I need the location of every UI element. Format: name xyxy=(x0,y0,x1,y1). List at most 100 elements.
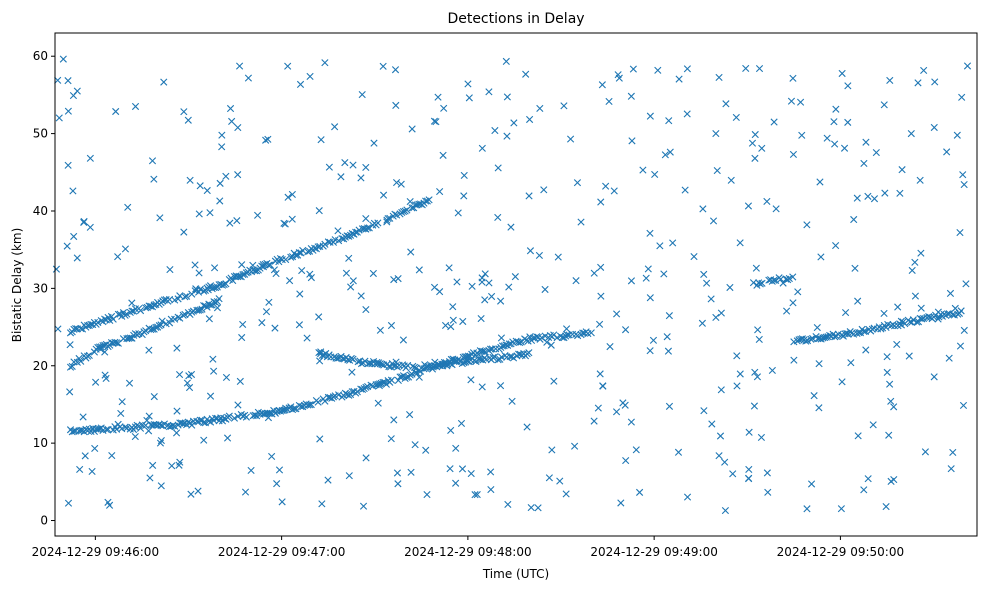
data-point xyxy=(644,265,652,273)
data-point xyxy=(590,417,598,425)
data-point xyxy=(963,62,972,70)
data-point xyxy=(452,479,460,487)
data-point xyxy=(321,240,329,248)
data-point xyxy=(666,148,674,156)
data-point xyxy=(763,469,771,477)
data-point xyxy=(577,218,585,226)
data-point xyxy=(464,80,472,88)
data-point xyxy=(556,477,564,485)
data-point xyxy=(374,219,382,227)
data-point xyxy=(621,326,630,334)
data-point xyxy=(597,198,605,206)
data-point xyxy=(535,251,543,260)
data-point xyxy=(864,475,872,483)
data-point xyxy=(447,323,455,331)
data-point xyxy=(703,279,711,287)
data-point xyxy=(173,407,181,415)
data-point xyxy=(216,197,224,205)
data-point xyxy=(467,469,475,478)
data-point xyxy=(393,469,402,477)
data-point xyxy=(803,505,811,513)
data-point xyxy=(815,360,823,368)
data-point xyxy=(218,143,226,151)
data-point xyxy=(783,307,791,315)
data-point xyxy=(505,340,513,348)
data-point xyxy=(467,376,475,384)
plot-frame xyxy=(54,32,978,537)
data-point xyxy=(216,179,224,187)
data-point xyxy=(345,254,353,262)
data-point xyxy=(145,412,153,420)
data-point xyxy=(497,334,506,342)
data-point xyxy=(334,237,343,245)
data-point xyxy=(357,360,366,368)
data-point xyxy=(727,176,735,184)
data-point xyxy=(379,62,387,70)
data-point xyxy=(387,376,396,384)
data-point xyxy=(945,354,953,362)
data-point xyxy=(504,500,512,508)
data-point xyxy=(597,263,605,271)
data-point xyxy=(458,465,467,473)
data-point xyxy=(234,171,242,179)
data-point xyxy=(194,487,202,495)
data-point xyxy=(239,320,247,329)
y-tick-label: 50 xyxy=(33,127,48,141)
data-point xyxy=(844,82,852,90)
data-point xyxy=(758,144,766,152)
data-point xyxy=(210,264,219,272)
data-point xyxy=(639,166,647,174)
data-point xyxy=(121,423,129,431)
data-point xyxy=(317,348,325,356)
data-point xyxy=(173,344,181,352)
data-point xyxy=(364,224,372,232)
data-point xyxy=(410,363,419,371)
data-point xyxy=(270,266,279,274)
data-point xyxy=(958,93,966,101)
y-axis-label: Bistatic Delay (km) xyxy=(10,228,24,343)
data-point xyxy=(168,462,176,470)
data-point xyxy=(779,279,787,287)
data-point xyxy=(362,163,370,172)
data-point xyxy=(917,249,925,257)
data-point xyxy=(113,339,121,347)
data-point xyxy=(391,66,400,74)
data-point xyxy=(422,446,430,454)
data-point xyxy=(627,92,635,100)
data-point xyxy=(860,159,868,167)
data-point xyxy=(76,465,84,474)
data-point xyxy=(768,366,776,375)
data-point xyxy=(167,315,175,323)
data-point xyxy=(487,485,495,494)
data-point xyxy=(157,436,165,445)
data-point xyxy=(430,117,439,125)
data-point xyxy=(64,161,72,169)
data-point xyxy=(534,504,542,512)
data-point xyxy=(452,444,460,452)
data-point xyxy=(218,131,226,139)
data-point xyxy=(547,341,555,349)
data-point xyxy=(543,338,551,346)
data-point xyxy=(962,280,970,288)
data-point xyxy=(131,102,140,111)
data-point xyxy=(290,405,298,413)
data-point xyxy=(880,309,888,318)
data-point xyxy=(907,130,915,138)
data-point xyxy=(307,274,315,282)
data-point xyxy=(192,285,200,293)
data-point xyxy=(460,192,468,200)
data-point xyxy=(262,308,271,316)
data-point xyxy=(708,420,716,428)
data-point xyxy=(847,359,855,367)
data-point xyxy=(223,434,232,442)
data-point xyxy=(908,266,916,275)
data-point xyxy=(234,401,242,409)
y-tick-label: 20 xyxy=(33,359,48,373)
data-point xyxy=(392,358,400,366)
data-point xyxy=(78,325,87,333)
data-point xyxy=(562,325,571,333)
data-point xyxy=(850,215,858,224)
data-point xyxy=(186,176,194,184)
data-point xyxy=(337,173,345,181)
data-point xyxy=(123,310,131,318)
